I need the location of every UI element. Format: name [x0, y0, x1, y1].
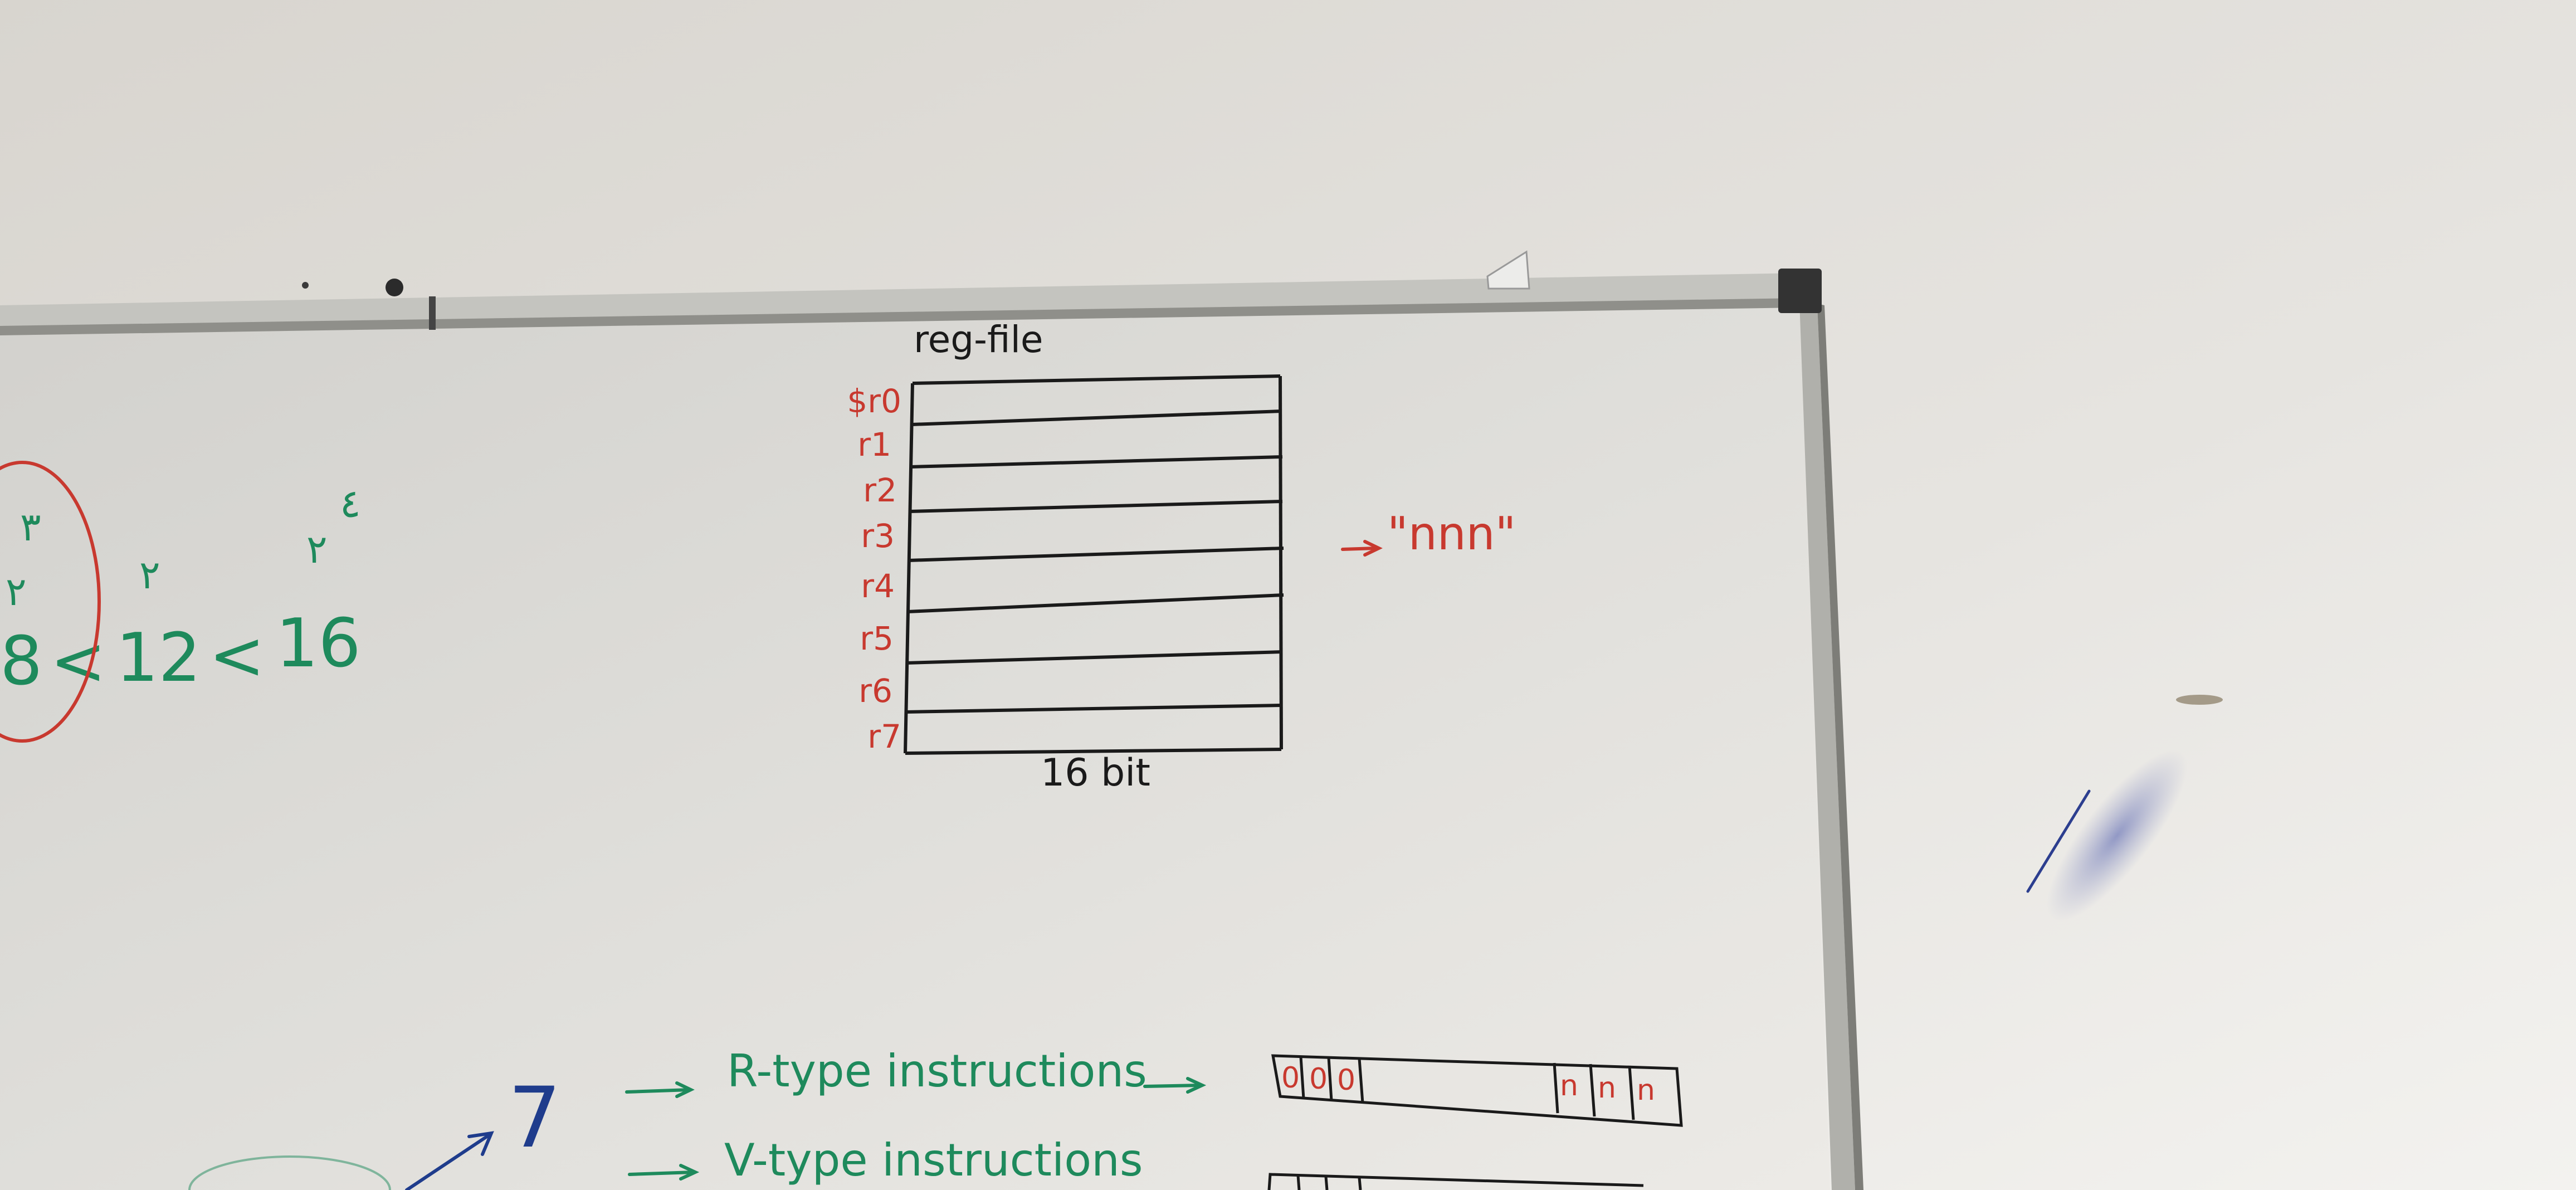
- v-type-arrow: [628, 1164, 700, 1181]
- bit-value: n: [1560, 1069, 1578, 1103]
- board-frame-corner: [1778, 269, 1822, 313]
- r-type-arrow: [625, 1081, 695, 1098]
- wall-hole: [386, 279, 403, 296]
- green-circle-mark: [188, 1155, 391, 1190]
- blue-smudge: [2046, 749, 2188, 922]
- register-label: r3: [861, 517, 895, 555]
- blue-arrow: [405, 1131, 494, 1190]
- r-type-arrow-2: [1143, 1077, 1207, 1094]
- register-label: r1: [857, 426, 891, 464]
- r-type-bit-box: [1271, 1054, 1683, 1127]
- note-symbol: <: [209, 617, 265, 695]
- board-frame-right-edge: [1817, 304, 1863, 1190]
- whiteboard-surface: [0, 301, 1830, 1190]
- bit-value: 0: [1309, 1062, 1328, 1096]
- board-frame-right: [1799, 301, 1855, 1190]
- nnn-arrow: [1341, 540, 1383, 557]
- rail-bracket: [429, 296, 436, 330]
- note-exponent: ٤: [340, 481, 361, 526]
- note-number: 16: [276, 605, 361, 682]
- v-type-row: V-type instructions: [628, 1134, 1644, 1190]
- register-width-label: 16 bit: [1041, 751, 1150, 795]
- board-frame-top-shadow: [0, 298, 1801, 335]
- note-exponent: ٢: [6, 569, 27, 614]
- v-type-label: V-type instructions: [724, 1134, 1143, 1186]
- board-frame-top: [0, 273, 1801, 333]
- register-labels: $r0 r1 r2 r3 r4 r5 r6 r7: [847, 382, 901, 755]
- bit-value: n: [1598, 1071, 1616, 1105]
- blue-smudge-line: [2026, 789, 2091, 893]
- left-notes: 8 < 12 < 16 ٣ ٢ ٢ ٢ ٤: [0, 481, 361, 700]
- wall-dot: [302, 282, 309, 289]
- blue-number: 7: [508, 1070, 561, 1167]
- r-type-bits: 0 0 0 n n n: [1281, 1061, 1655, 1107]
- v-type-bit-box: [1267, 1173, 1644, 1190]
- frame-clip: [1486, 250, 1530, 290]
- red-circle-mark: [0, 461, 101, 743]
- r-type-row: R-type instructions 0 0 0 n n n: [625, 1045, 1683, 1127]
- register-label: r7: [867, 718, 901, 755]
- register-label: r6: [858, 672, 892, 710]
- nnn-label: "nnn": [1387, 508, 1516, 560]
- bit-value: 0: [1337, 1064, 1355, 1097]
- r-type-label: R-type instructions: [727, 1045, 1147, 1097]
- note-exponent: ٣: [20, 504, 41, 550]
- note-number: 12: [116, 620, 201, 697]
- register-label: $r0: [847, 382, 901, 420]
- register-label: r2: [863, 471, 897, 509]
- register-label: r5: [860, 620, 894, 657]
- wall-scuff: [2176, 695, 2223, 705]
- reg-file-title: reg-file: [914, 318, 1043, 361]
- register-label: r4: [861, 567, 895, 605]
- note-exponent: ٢: [306, 526, 328, 572]
- note-number: 8: [0, 623, 42, 700]
- note-exponent: ٢: [139, 552, 160, 598]
- bit-value: 0: [1281, 1061, 1300, 1095]
- bit-value: n: [1637, 1074, 1655, 1107]
- register-table: [904, 374, 1284, 755]
